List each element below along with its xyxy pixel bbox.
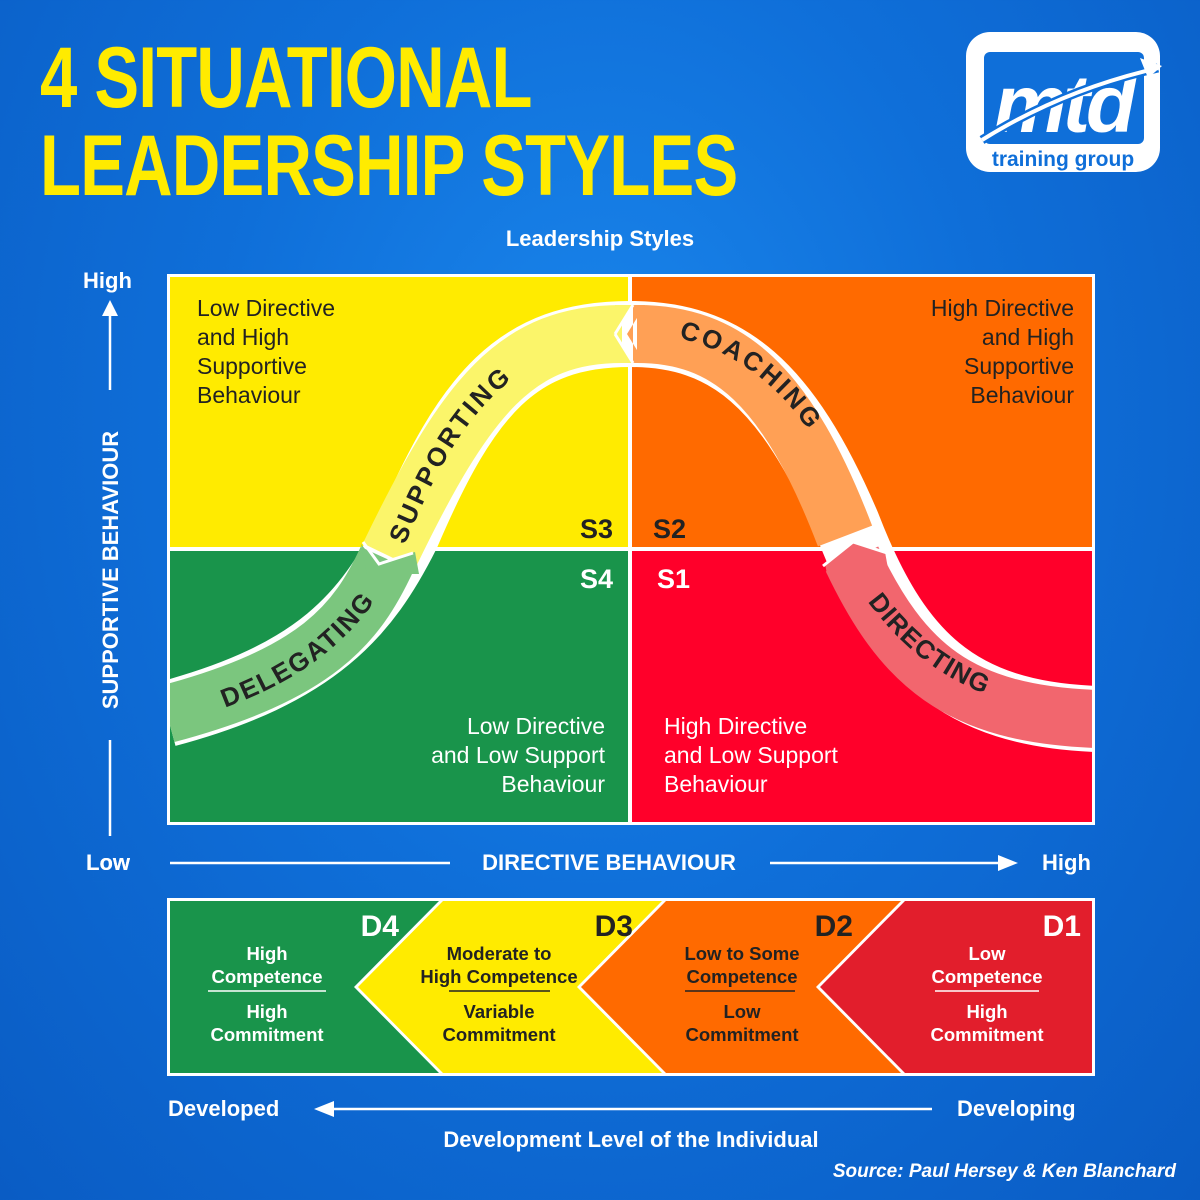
dev-level-d4-shape (170, 901, 439, 1073)
quadrant-s2-description: High Directive and High Supportive Behavio… (930, 295, 1074, 408)
style-code-s4: S4 (580, 564, 613, 594)
y-axis-high-label: High (83, 268, 132, 293)
dev-level-d4-text: High Competence High Commitment (210, 943, 324, 1045)
mtd-logo: mtd training group (962, 28, 1164, 176)
quadrant-s1-description: High Directive and Low Support Behaviour (664, 713, 838, 797)
development-axis-label: Development Level of the Individual (443, 1127, 819, 1152)
development-axis-developed: Developed (168, 1096, 280, 1121)
x-axis-high-label: High (1042, 850, 1091, 875)
style-code-s1: S1 (657, 564, 690, 594)
dev-level-d2-shape (581, 901, 901, 1073)
leadership-styles-heading: Leadership Styles (505, 226, 695, 251)
x-axis-arrow-icon (170, 855, 1018, 871)
development-axis-developing: Developing (957, 1096, 1076, 1121)
dev-level-d3-text: Moderate to High Competence Variable Commi… (420, 943, 578, 1045)
logo-tagline: training group (992, 148, 1134, 171)
style-code-s3: S3 (580, 514, 613, 544)
arrow-swoosh-icon (979, 58, 1162, 144)
style-code-s2: S2 (653, 514, 686, 544)
development-levels-strip: D4 D3 D2 D1 High Competence High Commitmen… (167, 898, 1095, 1076)
dev-level-d3-shape (358, 901, 662, 1073)
dev-level-d1-text: Low Competence High Commitment (930, 943, 1044, 1045)
y-axis-low-label: Low (86, 850, 130, 875)
logo-brand: mtd (994, 59, 1138, 150)
dev-level-d2-code: D2 (815, 910, 853, 943)
title-line-1: 4 SITUATIONAL (40, 30, 532, 126)
quadrant-s3-description: Low Directive and High Supportive Behaviou… (197, 295, 336, 408)
quadrant-s4-description: Low Directive and Low Support Behaviour (431, 713, 605, 797)
title-line-2: LEADERSHIP STYLES (40, 118, 738, 214)
leadership-styles-grid: DELEGATING SUPPORTING COACHING DIRECTING… (167, 274, 1095, 825)
x-axis-low-label: Low (86, 850, 130, 875)
y-axis-label: SUPPORTIVE BEHAVIOUR (98, 430, 123, 710)
dev-level-d1-code: D1 (1043, 910, 1081, 943)
dev-level-d4-code: D4 (361, 910, 400, 943)
page-title: 4 SITUATIONAL LEADERSHIP STYLES (40, 30, 738, 214)
y-axis-arrow-icon (102, 300, 118, 836)
x-axis-label: DIRECTIVE BEHAVIOUR (482, 850, 736, 875)
dev-level-d2-text: Low to Some Competence Low Commitment (684, 943, 800, 1045)
dev-level-d3-code: D3 (595, 910, 633, 943)
development-axis-arrow-icon (314, 1101, 932, 1117)
dev-level-d1-shape (820, 901, 1092, 1073)
source-credit: Source: Paul Hersey & Ken Blanchard (832, 1161, 1176, 1182)
